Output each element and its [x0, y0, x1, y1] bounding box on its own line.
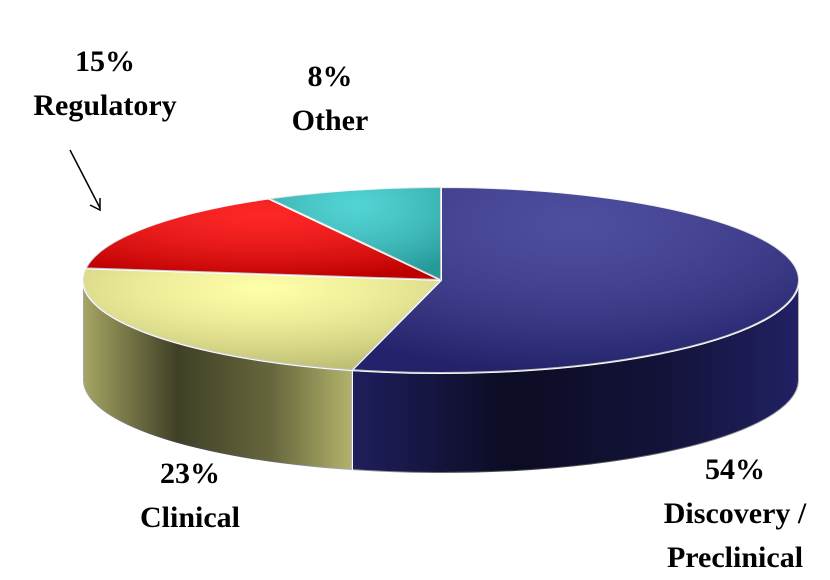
slice-name: Other [291, 104, 369, 137]
pie-slice-gloss [351, 187, 799, 374]
slice-label: 54% Discovery / Preclinical [635, 448, 830, 580]
pointer-arrow [69, 149, 101, 209]
slice-label: 23% Clinical [90, 452, 290, 540]
slice-percent: 15% [75, 45, 135, 78]
slice-percent: 8% [307, 60, 353, 93]
slice-name: Clinical [139, 501, 240, 534]
slice-label: 8% Other [250, 55, 410, 143]
pie-slice-gloss [85, 198, 441, 280]
slice-name: Regulatory [33, 89, 177, 122]
pie-side-shade [83, 280, 352, 471]
pointer-arrow-head [89, 198, 101, 212]
slice-percent: 54% [705, 453, 765, 486]
slice-percent: 23% [160, 457, 220, 490]
slice-name: Discovery / Preclinical [663, 497, 807, 574]
pie-side-shade [351, 280, 799, 474]
pie-tops [82, 186, 800, 374]
pie-sides [82, 279, 800, 474]
pie-slice-gloss [82, 268, 442, 371]
slice-label: 15% Regulatory [5, 40, 205, 128]
pie-slice-gloss [268, 187, 441, 280]
